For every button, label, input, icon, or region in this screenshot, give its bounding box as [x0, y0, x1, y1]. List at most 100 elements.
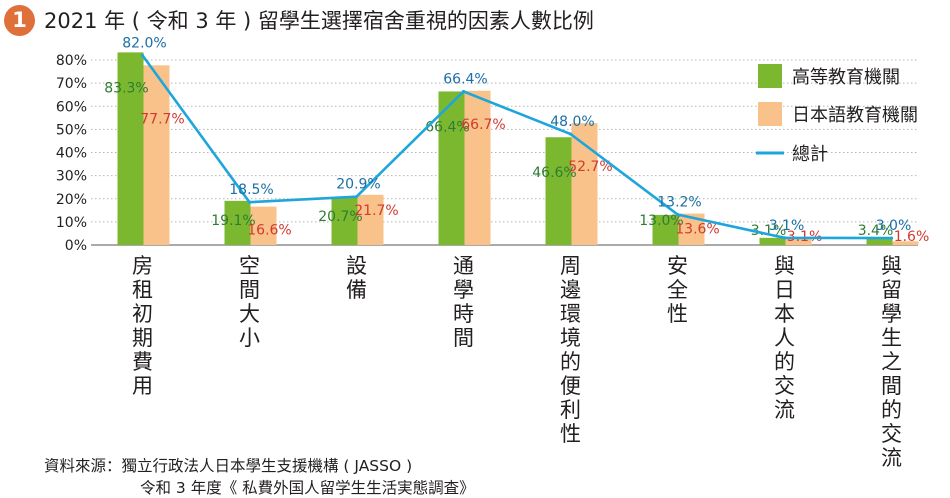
bar-language-school	[357, 194, 384, 245]
category-label-char: 備	[346, 278, 367, 302]
label-higher-ed: 19.1%	[211, 213, 255, 229]
category-label-char: 安	[667, 254, 688, 278]
bar-language-school	[464, 90, 491, 245]
category-label-char: 學	[881, 302, 902, 326]
label-higher-ed: 3.4%	[858, 223, 894, 239]
bar-higher-ed	[866, 237, 893, 245]
point-total	[247, 200, 252, 204]
y-tick-label: 80%	[56, 53, 87, 69]
label-higher-ed: 46.6%	[532, 165, 576, 181]
category-label-char: 的	[560, 350, 581, 374]
label-language-school: 13.6%	[675, 222, 719, 238]
bar-higher-ed	[652, 214, 679, 245]
category-label-char: 間	[239, 278, 260, 302]
label-higher-ed: 20.7%	[318, 209, 362, 225]
label-higher-ed: 13.0%	[639, 213, 683, 229]
label-total: 3.0%	[876, 218, 912, 234]
point-total	[889, 236, 894, 240]
y-tick-label: 40%	[56, 146, 87, 162]
category-label-char: 便	[560, 374, 581, 398]
y-tick-label: 10%	[56, 215, 87, 231]
category-label-char: 性	[667, 302, 688, 326]
category-label-char: 留	[881, 278, 902, 302]
label-language-school: 52.7%	[568, 159, 612, 175]
legend-label-higher-ed: 高等教育機關	[792, 67, 900, 88]
title-row: 1 2021 年 ( 令和 3 年 ) 留學生選擇宿舍重視的因素人數比例	[4, 2, 594, 38]
label-higher-ed: 83.3%	[104, 80, 148, 96]
label-total: 3.1%	[769, 218, 805, 234]
y-tick-label: 0%	[65, 238, 87, 254]
category-label-char: 與	[774, 254, 795, 278]
y-tick-label: 20%	[56, 192, 87, 208]
category-label-char: 周	[560, 254, 581, 278]
category-label-char: 交	[881, 422, 902, 446]
category-label-char: 境	[560, 326, 581, 350]
bar-higher-ed	[545, 137, 572, 245]
category-label-char: 利	[560, 398, 581, 422]
legend-swatch-language-school	[758, 102, 782, 126]
label-language-school: 16.6%	[247, 223, 291, 239]
y-tick-label: 30%	[56, 169, 87, 185]
label-total: 48.0%	[550, 114, 594, 130]
label-higher-ed: 66.4%	[425, 119, 469, 135]
category-label-char: 通	[453, 254, 474, 278]
bar-language-school	[571, 123, 598, 245]
bar-higher-ed	[331, 197, 358, 245]
category-label-char: 之	[881, 350, 902, 374]
category-label-char: 租	[132, 278, 153, 302]
bar-higher-ed	[438, 91, 465, 245]
bar-higher-ed	[759, 237, 786, 245]
category-label-char: 房	[132, 254, 153, 278]
source-line-1: 資料來源：獨立行政法人日本學生支援機構 ( JASSO )	[44, 457, 413, 475]
label-language-school: 66.7%	[461, 117, 505, 133]
label-language-school: 21.7%	[354, 203, 398, 219]
category-label-char: 邊	[560, 278, 581, 302]
source-line-2: 令和 3 年度《 私費外国人留学生生活実態調査》	[140, 479, 475, 497]
point-total	[675, 212, 680, 217]
bar-higher-ed	[117, 52, 144, 246]
category-label-char: 與	[881, 254, 902, 278]
y-tick-label: 70%	[56, 76, 87, 92]
category-label-char: 小	[239, 326, 260, 350]
category-label-char: 學	[453, 278, 474, 302]
category-label-char: 流	[881, 446, 902, 470]
label-total: 20.9%	[336, 177, 380, 193]
series-line-total	[141, 54, 892, 240]
category-label-char: 性	[560, 422, 581, 446]
label-total: 13.2%	[657, 194, 701, 210]
point-total	[782, 236, 787, 240]
category-label-char: 費	[132, 350, 153, 374]
category-label-char: 間	[453, 326, 474, 350]
label-total: 82.0%	[122, 35, 166, 51]
category-label-char: 大	[239, 302, 260, 326]
category-label-char: 流	[774, 398, 795, 422]
label-total: 18.5%	[229, 182, 273, 198]
bar-language-school	[892, 241, 919, 245]
bar-higher-ed	[224, 200, 251, 245]
bar-language-school	[250, 206, 277, 245]
category-label-char: 設	[346, 254, 367, 278]
point-total	[140, 53, 145, 57]
category-label-char: 用	[132, 374, 153, 398]
bar-language-school	[143, 65, 170, 245]
category-label-char: 環	[560, 302, 581, 326]
category-label-char: 交	[774, 374, 795, 398]
label-language-school: 1.6%	[894, 229, 930, 245]
y-tick-label: 50%	[56, 122, 87, 138]
point-total	[354, 195, 359, 199]
legend-label-total: 總計	[792, 144, 828, 165]
point-total	[461, 89, 466, 94]
category-label-char: 空	[239, 254, 260, 278]
number-badge: 1	[4, 4, 35, 36]
category-label-char: 初	[132, 302, 153, 326]
legend-label-language-school: 日本語教育機關	[792, 105, 918, 126]
category-label-char: 人	[774, 326, 795, 350]
category-label-char: 全	[667, 278, 688, 302]
bar-language-school	[785, 237, 812, 245]
category-label-char: 本	[774, 302, 795, 326]
y-tick-label: 60%	[56, 99, 87, 115]
chart-title: 2021 年 ( 令和 3 年 ) 留學生選擇宿舍重視的因素人數比例	[44, 9, 594, 33]
category-label-char: 的	[774, 350, 795, 374]
category-label-char: 日	[774, 278, 795, 302]
